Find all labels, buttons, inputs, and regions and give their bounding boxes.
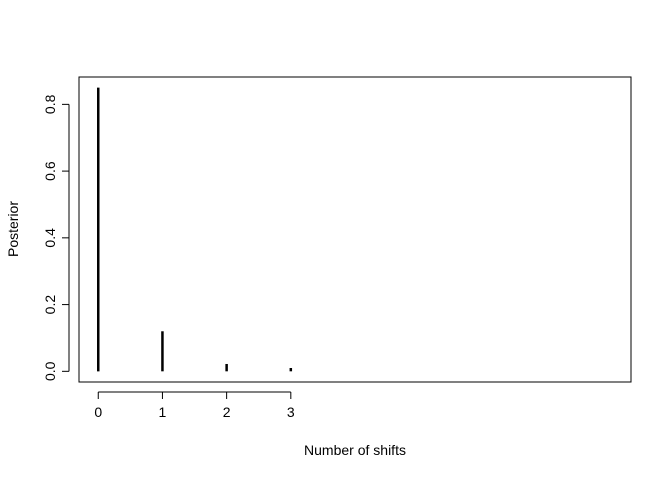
posterior-bars [97,87,293,372]
y-tick-label-3: 0.6 [42,161,58,181]
y-tick-label-4: 0.8 [42,94,58,114]
x-tick-label-1: 1 [159,404,167,420]
x-tick-label-3: 3 [287,404,295,420]
x-axis: 0 1 2 3 [94,391,295,420]
x-ticks: 0 1 2 3 [94,392,295,420]
y-tick-label-0: 0.0 [42,361,58,381]
x-axis-label: Number of shifts [304,442,406,458]
plot-frame [78,76,632,383]
x-tick-label-0: 0 [94,404,102,420]
y-axis: 0.0 0.2 0.4 0.6 0.8 [42,94,70,381]
y-ticks: 0.0 0.2 0.4 0.6 0.8 [42,94,69,381]
y-axis-label: Posterior [5,201,21,257]
x-tick-label-2: 2 [223,404,231,420]
y-tick-label-1: 0.2 [42,295,58,315]
y-tick-label-2: 0.4 [42,228,58,248]
